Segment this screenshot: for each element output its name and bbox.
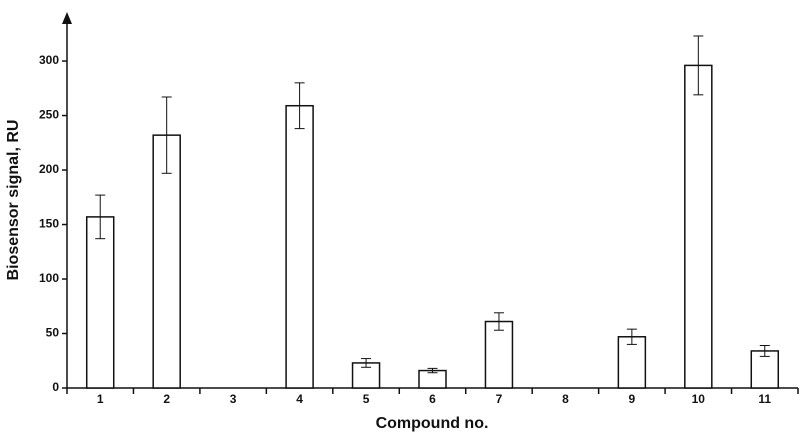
error-bar bbox=[626, 328, 637, 345]
bar bbox=[617, 336, 647, 389]
error-bar bbox=[693, 35, 704, 96]
y-tick-label: 150 bbox=[39, 217, 59, 231]
error-bar bbox=[493, 312, 504, 331]
x-tick-label: 8 bbox=[562, 392, 569, 406]
y-tick-label: 50 bbox=[46, 326, 60, 340]
error-bar bbox=[361, 358, 372, 368]
x-tick-label: 10 bbox=[692, 392, 706, 406]
x-tick-label: 11 bbox=[758, 392, 771, 406]
y-tick-label: 0 bbox=[52, 380, 59, 394]
y-axis-title: Biosensor signal, RU bbox=[5, 120, 22, 281]
error-bar bbox=[161, 96, 172, 174]
x-tick-label: 6 bbox=[429, 392, 436, 406]
bar bbox=[484, 320, 514, 389]
bar bbox=[152, 134, 181, 389]
error-bar bbox=[427, 367, 438, 374]
error-bar bbox=[759, 344, 770, 357]
y-tick-label: 300 bbox=[39, 53, 59, 67]
x-tick-label: 9 bbox=[629, 392, 636, 406]
x-tick-label: 2 bbox=[163, 392, 170, 406]
y-tick-label: 100 bbox=[39, 271, 59, 285]
x-tick-label: 3 bbox=[230, 392, 237, 406]
bar bbox=[285, 104, 314, 389]
y-axis-arrow bbox=[62, 12, 72, 24]
bar bbox=[684, 64, 713, 389]
x-tick-label: 7 bbox=[496, 392, 503, 406]
x-tick-label: 4 bbox=[296, 392, 303, 406]
bar bbox=[85, 216, 115, 389]
error-bar bbox=[95, 194, 106, 240]
x-axis-title: Compound no. bbox=[376, 415, 489, 432]
y-tick-label: 200 bbox=[39, 162, 59, 176]
x-tick-label: 5 bbox=[363, 392, 370, 406]
error-bar bbox=[294, 82, 305, 130]
y-tick-label: 250 bbox=[39, 108, 59, 122]
x-tick-label: 1 bbox=[97, 392, 104, 406]
